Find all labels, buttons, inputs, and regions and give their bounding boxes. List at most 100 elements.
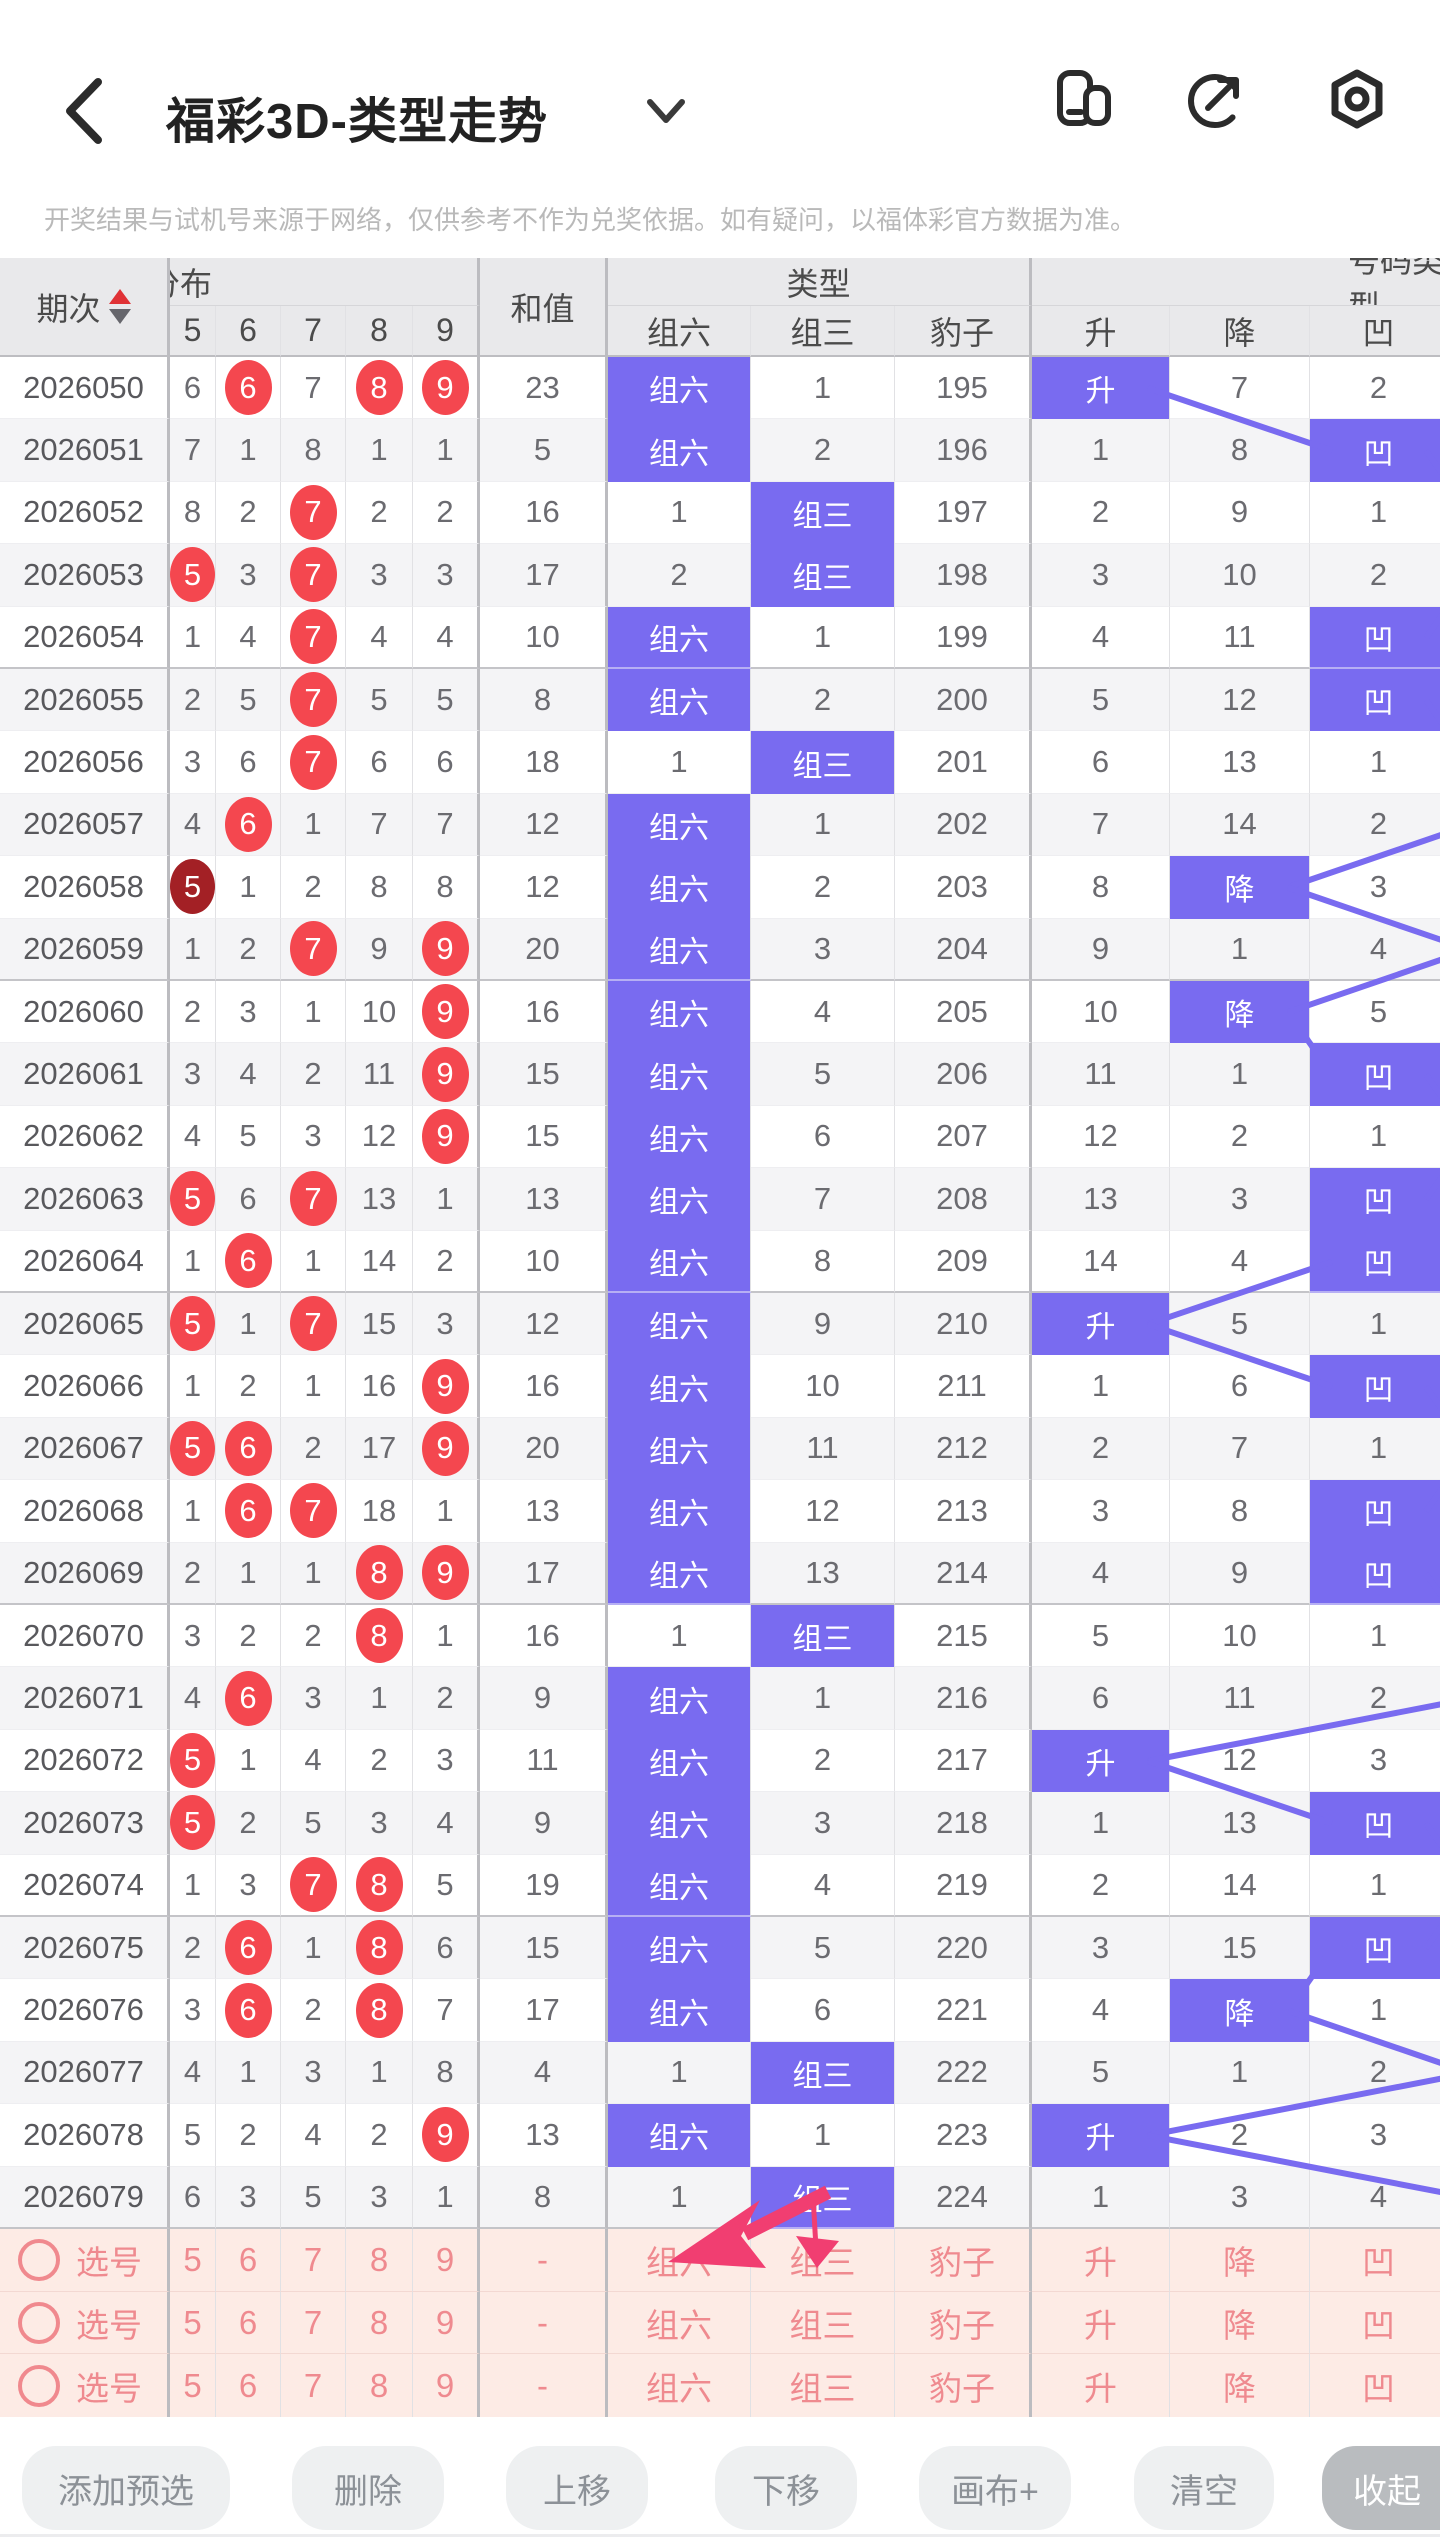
selection-type-cell[interactable]: 组六 <box>608 2229 751 2292</box>
hit-circle: 9 <box>421 360 469 416</box>
sort-icon[interactable] <box>108 289 131 324</box>
canvas-plus-button[interactable]: 画布+ <box>919 2446 1071 2530</box>
cell-concave: 5 <box>1310 981 1440 1044</box>
cell-digit: 14 <box>346 1230 413 1293</box>
cell-group6: 组六 <box>608 357 751 420</box>
cell-concave: 凹 <box>1310 419 1440 482</box>
selection-digit-cell[interactable]: 7 <box>281 2291 346 2355</box>
selection-radio[interactable] <box>18 2238 60 2281</box>
selection-trend-cell[interactable]: 升 <box>1032 2229 1170 2292</box>
selection-trend-cell[interactable]: 升 <box>1032 2291 1170 2355</box>
delete-button[interactable]: 删除 <box>292 2446 444 2530</box>
disclaimer-text: 开奖结果与试机号来源于网络，仅供参考不作为兑奖依据。如有疑问，以福体彩官方数据为… <box>44 205 1137 235</box>
selection-trend-cell[interactable]: 降 <box>1170 2229 1310 2292</box>
selection-type-cell[interactable]: 组六 <box>608 2291 751 2355</box>
selection-digit-cell[interactable]: 6 <box>216 2229 281 2292</box>
cell-period: 2026050 <box>0 357 170 420</box>
cell-rise: 4 <box>1032 1542 1170 1605</box>
hit-circle: 9 <box>421 1358 469 1414</box>
cell-digit: 2 <box>216 481 281 545</box>
cell-digit: 1 <box>170 1355 216 1418</box>
selection-row-label-cell[interactable]: 选号 <box>0 2229 170 2292</box>
selection-trend-cell[interactable]: 凹 <box>1310 2291 1440 2355</box>
selection-digit-cell[interactable]: 5 <box>170 2229 216 2292</box>
selection-radio[interactable] <box>18 2301 60 2344</box>
column-header-type-0[interactable]: 组六 <box>608 306 751 357</box>
cell-digit: 15 <box>346 1293 413 1356</box>
cell-digit: 5 <box>413 669 480 732</box>
selection-trend-cell[interactable]: 升 <box>1032 2354 1170 2418</box>
cell-concave: 3 <box>1310 1729 1440 1793</box>
selection-sum-cell[interactable]: - <box>480 2291 608 2355</box>
share-compass-icon[interactable] <box>1186 68 1248 130</box>
cell-leopard: 213 <box>895 1480 1032 1543</box>
column-header-digit-6[interactable]: 6 <box>216 306 281 357</box>
settings-nut-icon[interactable] <box>1326 68 1388 130</box>
column-header-type-1[interactable]: 组三 <box>751 306 895 357</box>
cell-rise: 11 <box>1032 1043 1170 1106</box>
selection-row-label-cell[interactable]: 选号 <box>0 2291 170 2355</box>
cell-digit: 8 <box>346 1917 413 1980</box>
column-header-trend-0[interactable]: 升 <box>1032 306 1170 357</box>
cell-leopard: 210 <box>895 1293 1032 1356</box>
cell-fall: 7 <box>1170 357 1310 420</box>
cell-digit: 5 <box>413 1854 480 1917</box>
cell-digit: 6 <box>413 1917 480 1980</box>
selection-trend-cell[interactable]: 凹 <box>1310 2229 1440 2292</box>
selection-digit-cell[interactable]: 9 <box>413 2291 480 2355</box>
selection-trend-cell[interactable]: 降 <box>1170 2291 1310 2355</box>
selection-type-cell[interactable]: 豹子 <box>895 2354 1032 2418</box>
selection-type-cell[interactable]: 组三 <box>751 2229 895 2292</box>
cell-digit: 3 <box>216 544 281 607</box>
column-header-digit-5[interactable]: 5 <box>170 306 216 357</box>
cell-sum: 8 <box>480 2166 608 2229</box>
add-preselect-button[interactable]: 添加预选 <box>22 2446 230 2530</box>
column-header-type-2[interactable]: 豹子 <box>895 306 1032 357</box>
selection-digit-cell[interactable]: 8 <box>346 2229 413 2292</box>
column-header-digit-7[interactable]: 7 <box>281 306 346 357</box>
back-icon[interactable] <box>62 78 106 144</box>
selection-type-cell[interactable]: 组六 <box>608 2354 751 2418</box>
selection-trend-cell[interactable]: 凹 <box>1310 2354 1440 2418</box>
selection-sum-cell[interactable]: - <box>480 2229 608 2292</box>
selection-digit-cell[interactable]: 9 <box>413 2354 480 2418</box>
selection-digit-cell[interactable]: 5 <box>170 2291 216 2355</box>
column-header-period[interactable]: 期次 <box>0 258 170 357</box>
selection-row-label-cell[interactable]: 选号 <box>0 2354 170 2418</box>
selection-trend-cell[interactable]: 降 <box>1170 2354 1310 2418</box>
cell-digit: 2 <box>170 1917 216 1980</box>
title-dropdown-icon[interactable] <box>646 98 686 124</box>
cell-digit: 8 <box>281 419 346 482</box>
cell-digit: 2 <box>413 481 480 545</box>
selection-digit-cell[interactable]: 7 <box>281 2354 346 2418</box>
selection-digit-cell[interactable]: 7 <box>281 2229 346 2292</box>
cell-rise: 升 <box>1032 1729 1170 1793</box>
clear-button[interactable]: 清空 <box>1134 2446 1274 2530</box>
cell-period: 2026059 <box>0 918 170 981</box>
column-header-digit-8[interactable]: 8 <box>346 306 413 357</box>
move-down-button[interactable]: 下移 <box>715 2446 857 2530</box>
cell-rise: 5 <box>1032 1605 1170 1668</box>
column-header-trend-1[interactable]: 降 <box>1170 306 1310 357</box>
selection-digit-cell[interactable]: 8 <box>346 2291 413 2355</box>
selection-type-cell[interactable]: 豹子 <box>895 2291 1032 2355</box>
collapse-button[interactable]: 收起 <box>1322 2446 1440 2530</box>
cell-digit: 7 <box>281 1480 346 1543</box>
selection-digit-cell[interactable]: 9 <box>413 2229 480 2292</box>
selection-type-cell[interactable]: 组三 <box>751 2291 895 2355</box>
selection-radio[interactable] <box>18 2364 60 2407</box>
selection-digit-cell[interactable]: 6 <box>216 2291 281 2355</box>
cell-digit: 5 <box>170 856 216 919</box>
split-screen-icon[interactable] <box>1053 68 1115 130</box>
selection-digit-cell[interactable]: 8 <box>346 2354 413 2418</box>
selection-digit-cell[interactable]: 6 <box>216 2354 281 2418</box>
cell-digit: 2 <box>170 1542 216 1605</box>
selection-digit-cell[interactable]: 5 <box>170 2354 216 2418</box>
cell-digit: 5 <box>216 1105 281 1169</box>
selection-type-cell[interactable]: 组三 <box>751 2354 895 2418</box>
column-header-digit-9[interactable]: 9 <box>413 306 480 357</box>
move-up-button[interactable]: 上移 <box>506 2446 648 2530</box>
column-header-trend-2[interactable]: 凹 <box>1310 306 1440 357</box>
selection-sum-cell[interactable]: - <box>480 2354 608 2418</box>
selection-type-cell[interactable]: 豹子 <box>895 2229 1032 2292</box>
